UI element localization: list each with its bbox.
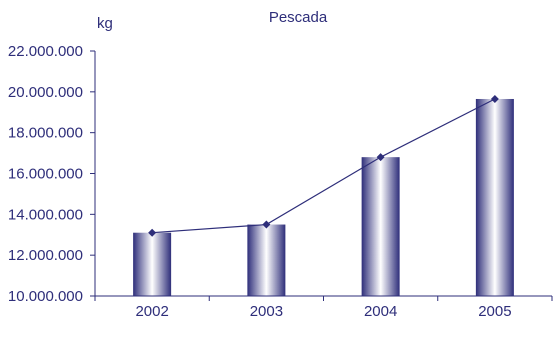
x-axis-ticks: 2002 2003 2004 2005: [94, 296, 553, 320]
y-tick-label: 10.000.000: [8, 288, 83, 305]
y-tick-label: 18.000.000: [8, 125, 83, 142]
series-line: [152, 98, 496, 234]
bar-2002: [133, 232, 172, 296]
x-tick-label-2004: 2004: [364, 303, 397, 320]
series-point-2005: [490, 94, 499, 103]
y-tick-label: 20.000.000: [8, 84, 83, 101]
bar-2005: [475, 98, 514, 297]
series-point-2002: [148, 228, 157, 237]
y-axis-unit: kg: [97, 15, 113, 32]
bar-2003: [247, 224, 286, 296]
y-tick-label: 22.000.000: [8, 43, 83, 60]
y-tick-label: 14.000.000: [8, 206, 83, 223]
series-point-2003: [262, 220, 271, 229]
x-tick-label-2005: 2005: [478, 303, 511, 320]
bars: [133, 98, 514, 297]
chart-title: Pescada: [269, 9, 328, 26]
bar-2004: [361, 157, 400, 296]
x-tick-label-2002: 2002: [135, 303, 168, 320]
y-tick-label: 12.000.000: [8, 247, 83, 264]
series-point-2004: [376, 153, 385, 162]
line-series: [148, 94, 499, 237]
y-tick-label: 16.000.000: [8, 166, 83, 183]
x-tick-label-2003: 2003: [250, 303, 283, 320]
y-axis-ticks: 10.000.000 12.000.000 14.000.000 16.000.000…: [8, 43, 95, 305]
